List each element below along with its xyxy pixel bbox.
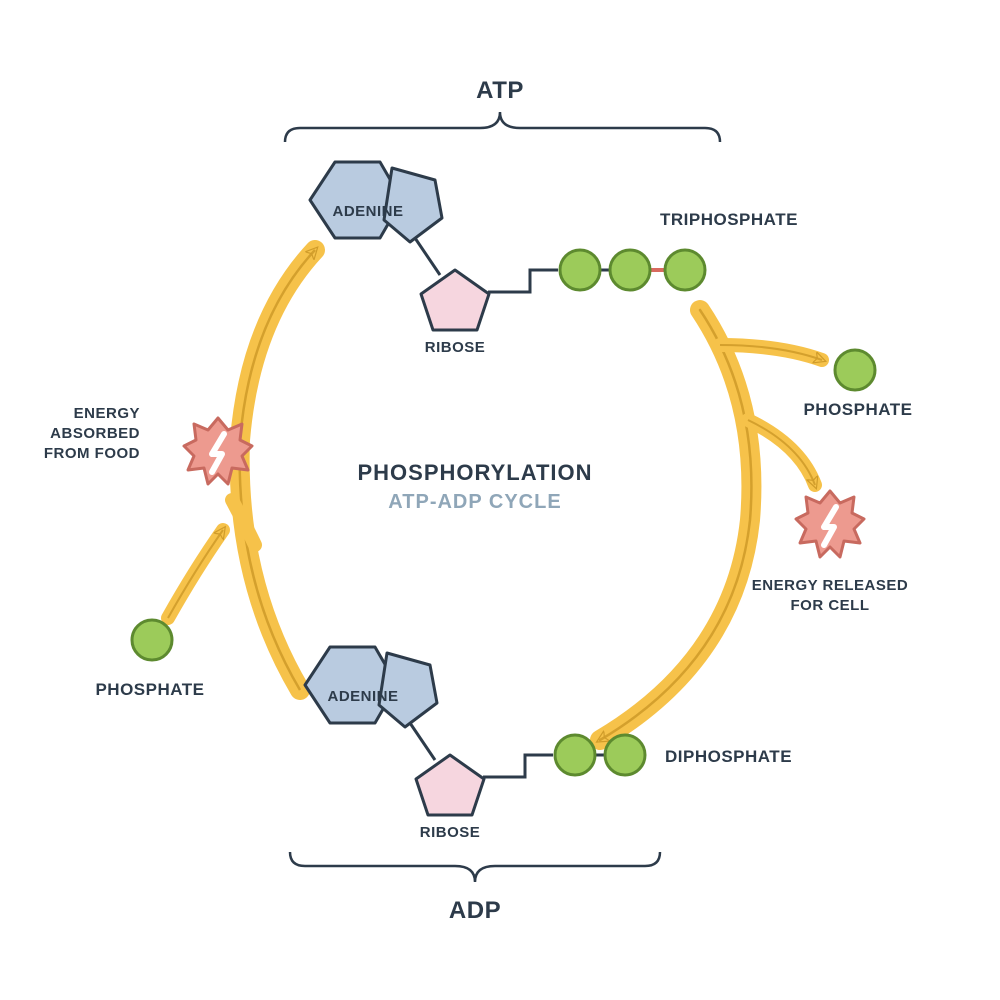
phosphate-icon [605, 735, 645, 775]
title-atp: ATP [476, 77, 524, 104]
arrow-atp-to-adp [600, 310, 822, 740]
bracket-bottom [290, 852, 660, 882]
adenine-icon [305, 647, 437, 727]
energy-released: ENERGY RELEASED FOR CELL [752, 491, 908, 614]
label-energy-right-1: ENERGY RELEASED [752, 577, 908, 594]
label-phosphate-right: PHOSPHATE [803, 400, 912, 419]
label-phosphate-left: PHOSPHATE [95, 680, 204, 699]
phosphate-icon [665, 250, 705, 290]
label-ribose-top: RIBOSE [425, 339, 486, 356]
label-diphosphate: DIPHOSPHATE [665, 747, 792, 766]
center-title-line2: ATP-ADP CYCLE [388, 491, 561, 513]
atp-molecule: ADENINE RIBOSE TRIPHOSPHATE [310, 162, 798, 356]
phosphate-icon [555, 735, 595, 775]
label-energy-left-2: ABSORBED [50, 425, 140, 442]
label-adenine-bottom: ADENINE [327, 688, 398, 705]
free-phosphate-left: PHOSPHATE [95, 620, 204, 699]
ribose-icon [416, 755, 484, 815]
phosphate-icon [610, 250, 650, 290]
label-triphosphate: TRIPHOSPHATE [660, 210, 798, 229]
label-ribose-bottom: RIBOSE [420, 824, 481, 841]
label-energy-left-3: FROM FOOD [44, 445, 140, 462]
bracket-top [285, 112, 720, 142]
energy-absorbed: ENERGY ABSORBED FROM FOOD [44, 405, 252, 484]
adenine-icon [310, 162, 442, 242]
title-adp: ADP [449, 897, 501, 924]
center-title-line1: PHOSPHORYLATION [357, 460, 592, 485]
label-adenine-top: ADENINE [332, 203, 403, 220]
label-energy-left-1: ENERGY [74, 405, 140, 422]
phosphate-icon [560, 250, 600, 290]
ribose-icon [421, 270, 489, 330]
diagram-canvas: ATP ADP ADENINE RIBOSE [0, 0, 1000, 1000]
label-energy-right-2: FOR CELL [791, 597, 870, 614]
adp-molecule: ADENINE RIBOSE DIPHOSPHATE [305, 647, 792, 841]
